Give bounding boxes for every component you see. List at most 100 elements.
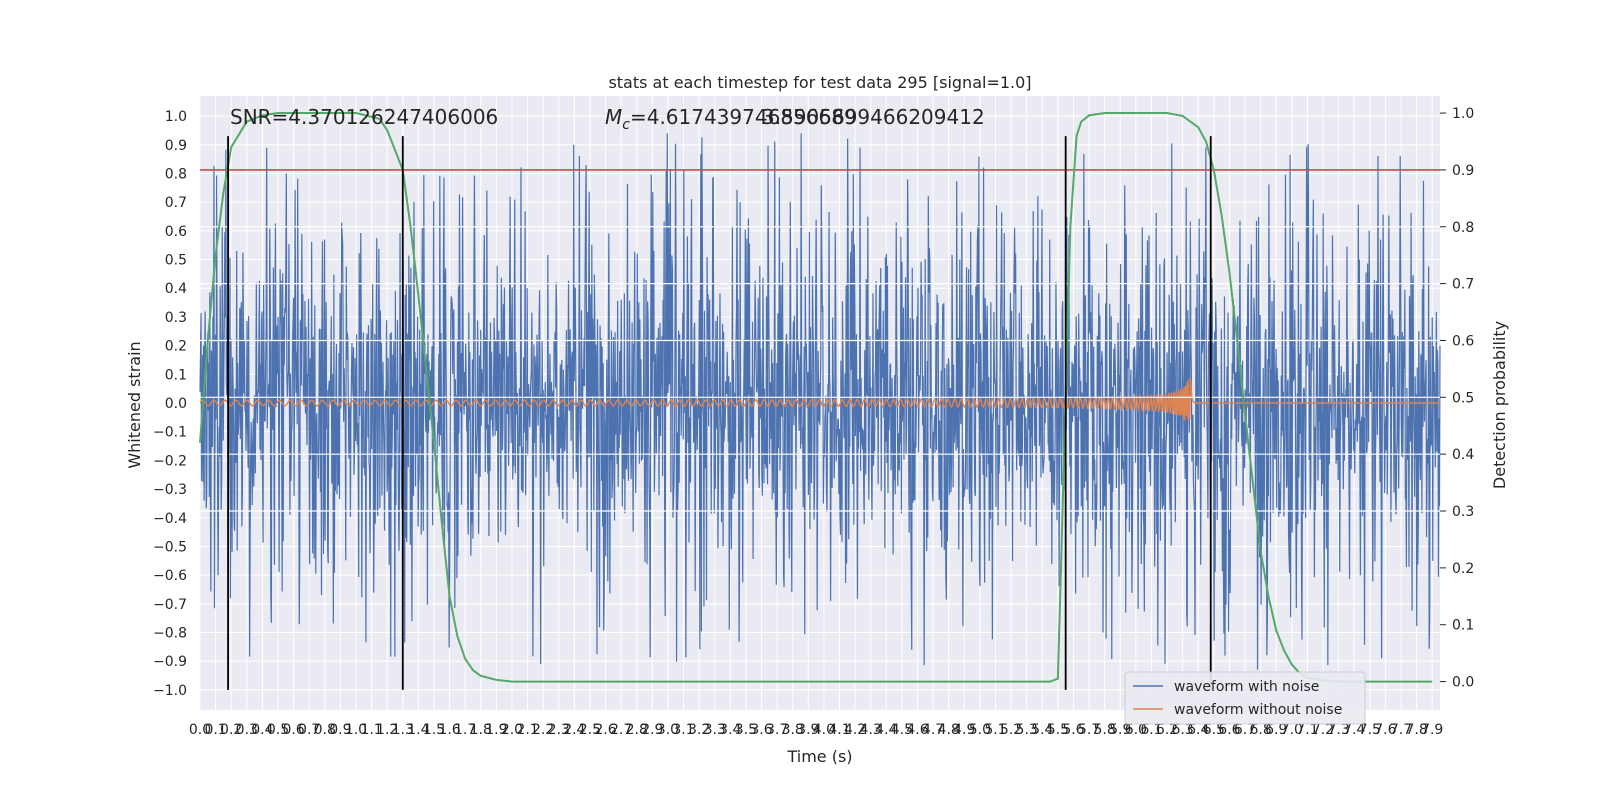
- y-tick-label-left: −0.7: [153, 597, 187, 613]
- x-tick-label: 5.2: [1000, 722, 1022, 738]
- y-tick-label-left: 0.9: [165, 138, 187, 154]
- x-tick-label: 4.2: [844, 722, 866, 738]
- legend-box: [1124, 671, 1366, 725]
- y-tick-label-right: 0.8: [1452, 220, 1474, 236]
- y-tick-labels-left: 1.0 0.9 0.8 0.7 0.6 0.5 0.4 0.3 0.2 0.1 0.0 −0.1 −0.…: [153, 109, 187, 699]
- x-tick-label: 1.0: [345, 722, 367, 738]
- legend: waveform with noise waveform without noi…: [1124, 671, 1366, 725]
- y-tick-label-right: 0.6: [1452, 333, 1474, 349]
- x-tick-label: 3.2: [688, 722, 710, 738]
- chirp-mass-value: =4.617439746856689: [630, 105, 857, 129]
- x-tick-label: 1.9: [485, 722, 507, 738]
- x-tick-label: 6.3: [1172, 722, 1194, 738]
- x-tick-label: 1.7: [454, 722, 476, 738]
- x-tick-label: 3.1: [672, 722, 694, 738]
- x-tick-label: 1.8: [470, 722, 492, 738]
- x-tick-label: 2.3: [548, 722, 570, 738]
- y-tick-label-right: 0.7: [1452, 277, 1474, 293]
- x-tick-label: 4.4: [875, 722, 897, 738]
- right-axis-grid-lines: [200, 226, 1440, 512]
- x-tick-label: 7.0: [1281, 722, 1303, 738]
- x-tick-label: 1.5: [423, 722, 445, 738]
- detection-probability-series: [199, 112, 1433, 683]
- y-tick-label-left: 0.0: [165, 396, 187, 412]
- y-tick-label-left: −1.0: [153, 683, 187, 699]
- y-tick-label-left: −0.3: [153, 482, 187, 498]
- waveform-without-noise-line: [199, 377, 1440, 422]
- x-tick-label: 2.0: [501, 722, 523, 738]
- detection-probability-line: [199, 112, 1433, 683]
- x-tick-label: 3.7: [766, 722, 788, 738]
- x-tick-label: 6.2: [1156, 722, 1178, 738]
- vertical-markers: [227, 136, 1212, 690]
- x-tick-label: 0.2: [220, 722, 242, 738]
- x-tick-label: 6.9: [1265, 722, 1287, 738]
- x-tick-label: 7.9: [1421, 722, 1443, 738]
- x-tick-label: 4.8: [938, 722, 960, 738]
- y-tick-label-right: 0.5: [1452, 390, 1474, 406]
- x-tick-label: 7.8: [1405, 722, 1427, 738]
- x-tick-label: 7.7: [1390, 722, 1412, 738]
- x-tick-label: 4.3: [860, 722, 882, 738]
- y-tick-label-right: 0.9: [1452, 163, 1474, 179]
- x-tick-label: 3.5: [735, 722, 757, 738]
- x-tick-label: 0.9: [329, 722, 351, 738]
- y-tick-label-left: −0.2: [153, 453, 187, 469]
- x-tick-label: 7.6: [1374, 722, 1396, 738]
- x-tick-label: 0.5: [267, 722, 289, 738]
- y-tick-label-left: −0.5: [153, 539, 187, 555]
- y-tick-label-left: −0.1: [153, 425, 187, 441]
- x-tick-label: 3.9: [797, 722, 819, 738]
- x-tick-label: 6.8: [1249, 722, 1271, 738]
- legend-label-noise: waveform with noise: [1174, 679, 1319, 695]
- x-tick-label: 1.6: [438, 722, 460, 738]
- x-tick-label: 6.4: [1187, 722, 1209, 738]
- overlapping-annotation: 3.5905699466209412: [762, 105, 985, 129]
- y-tick-label-left: 0.5: [165, 253, 187, 269]
- waveform-without-noise-series: [199, 377, 1440, 422]
- x-tick-label: 2.8: [626, 722, 648, 738]
- x-tick-label: 0.0: [189, 722, 211, 738]
- x-tick-label: 4.1: [828, 722, 850, 738]
- x-tick-label: 2.2: [532, 722, 554, 738]
- chart-title: stats at each timestep for test data 295…: [608, 73, 1031, 92]
- y-tick-label-right: 0.0: [1452, 675, 1474, 691]
- x-tick-label: 7.1: [1296, 722, 1318, 738]
- y-tick-label-right: 0.4: [1452, 447, 1474, 463]
- chirp-mass-symbol: M: [605, 105, 622, 129]
- x-tick-label: 4.0: [813, 722, 835, 738]
- x-tick-label: 6.6: [1218, 722, 1240, 738]
- x-tick-label: 7.5: [1359, 722, 1381, 738]
- x-tick-label: 5.0: [969, 722, 991, 738]
- x-tick-label: 5.7: [1078, 722, 1100, 738]
- y-tick-label-left: −0.4: [153, 511, 187, 527]
- y-tick-labels-right: 1.0 0.9 0.8 0.7 0.6 0.5 0.4 0.3 0.2 0.1 0.0: [1440, 106, 1474, 691]
- x-tick-labels: 0.00.10.20.30.40.50.60.70.80.91.01.11.21…: [189, 722, 1443, 738]
- chirp-mass-subscript: c: [622, 117, 630, 133]
- x-tick-label: 5.5: [1047, 722, 1069, 738]
- x-tick-label: 5.4: [1031, 722, 1053, 738]
- y-tick-label-left: −0.8: [153, 626, 187, 642]
- y-tick-label-left: 0.6: [165, 224, 187, 240]
- y-tick-label-left: −0.6: [153, 568, 187, 584]
- x-tick-label: 4.9: [953, 722, 975, 738]
- x-tick-label: 0.1: [204, 722, 226, 738]
- x-tick-label: 3.3: [704, 722, 726, 738]
- x-tick-label: 2.6: [594, 722, 616, 738]
- y-tick-label-right: 1.0: [1452, 106, 1474, 122]
- x-tick-label: 3.8: [782, 722, 804, 738]
- x-tick-label: 0.3: [236, 722, 258, 738]
- x-tick-label: 4.6: [906, 722, 928, 738]
- x-tick-label: 4.7: [922, 722, 944, 738]
- y-tick-label-right: 0.3: [1452, 504, 1474, 520]
- snr-annotation: SNR=4.370126247406006: [230, 105, 498, 129]
- x-tick-label: 7.3: [1327, 722, 1349, 738]
- x-tick-label: 3.6: [750, 722, 772, 738]
- y-tick-label-left: 0.4: [165, 281, 187, 297]
- y-axis-label-left: Whitened strain: [125, 341, 144, 468]
- x-tick-label: 6.0: [1125, 722, 1147, 738]
- x-tick-label: 5.3: [1016, 722, 1038, 738]
- x-tick-label: 1.2: [376, 722, 398, 738]
- x-axis-label: Time (s): [786, 747, 852, 766]
